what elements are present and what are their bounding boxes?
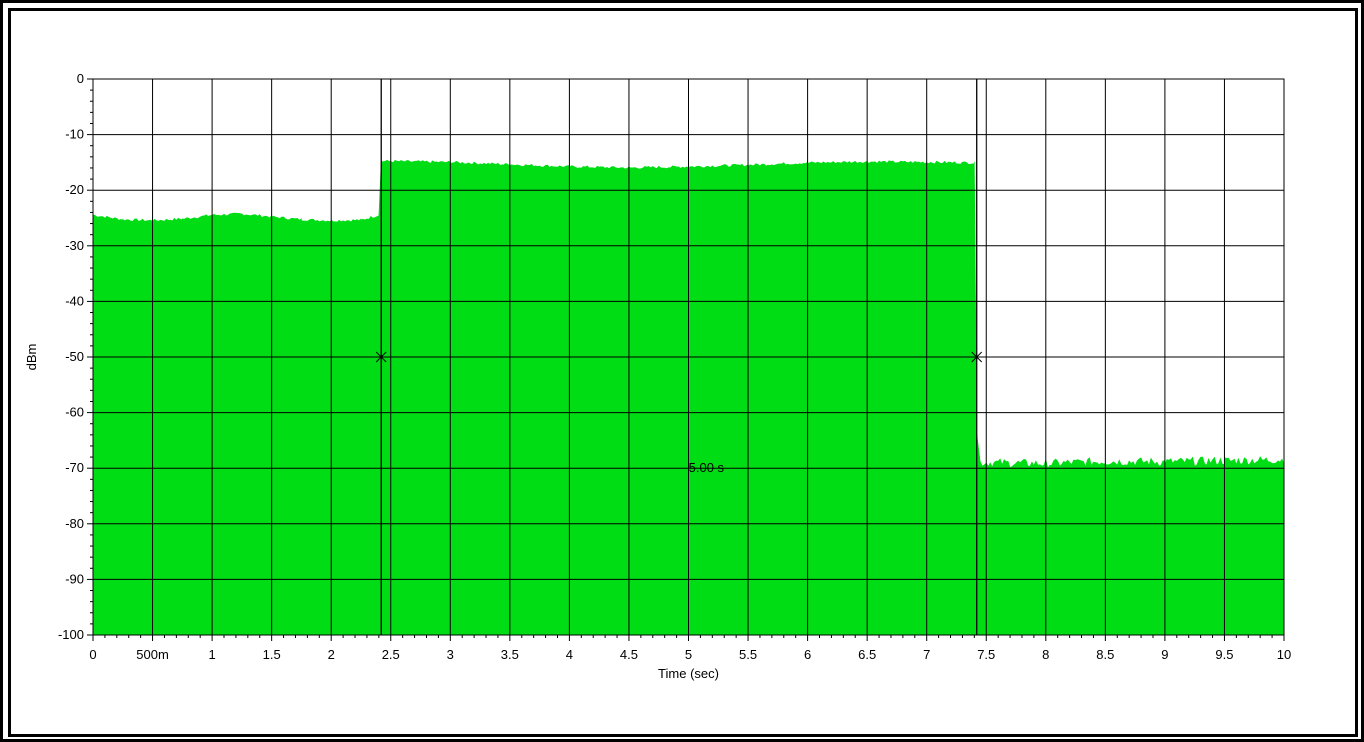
x-tick-label-8: 4 xyxy=(566,647,573,662)
x-tick-label-14: 7 xyxy=(923,647,930,662)
y-tick-label-3: -30 xyxy=(65,238,84,253)
x-tick-label-4: 2 xyxy=(328,647,335,662)
x-tick-label-13: 6.5 xyxy=(858,647,876,662)
x-axis-title: Time (sec) xyxy=(658,666,719,681)
x-tick-label-16: 8 xyxy=(1042,647,1049,662)
chart-frame-inner xyxy=(8,8,1358,737)
y-tick-label-9: -90 xyxy=(65,571,84,586)
x-tick-label-2: 1 xyxy=(208,647,215,662)
y-tick-label-4: -40 xyxy=(65,293,84,308)
x-tick-label-5: 2.5 xyxy=(382,647,400,662)
x-tick-label-17: 8.5 xyxy=(1096,647,1114,662)
x-tick-label-6: 3 xyxy=(447,647,454,662)
y-tick-label-0: 0 xyxy=(77,71,84,86)
x-tick-label-20: 10 xyxy=(1277,647,1291,662)
y-tick-label-6: -60 xyxy=(65,405,84,420)
x-tick-label-18: 9 xyxy=(1161,647,1168,662)
x-tick-label-3: 1.5 xyxy=(263,647,281,662)
y-tick-label-1: -10 xyxy=(65,127,84,142)
y-tick-label-5: -50 xyxy=(65,349,84,364)
x-tick-label-7: 3.5 xyxy=(501,647,519,662)
x-tick-label-19: 9.5 xyxy=(1215,647,1233,662)
y-tick-label-2: -20 xyxy=(65,182,84,197)
y-axis-title: dBm xyxy=(24,344,39,371)
x-tick-label-15: 7.5 xyxy=(977,647,995,662)
x-tick-label-11: 5.5 xyxy=(739,647,757,662)
x-tick-label-0: 0 xyxy=(89,647,96,662)
x-tick-label-9: 4.5 xyxy=(620,647,638,662)
x-tick-label-12: 6 xyxy=(804,647,811,662)
x-tick-label-1: 500m xyxy=(136,647,169,662)
y-tick-label-8: -80 xyxy=(65,516,84,531)
y-tick-label-10: -100 xyxy=(58,627,84,642)
x-tick-label-10: 5 xyxy=(685,647,692,662)
cursor-delta-annotation: 5.00 s xyxy=(689,460,725,475)
y-tick-label-7: -70 xyxy=(65,460,84,475)
